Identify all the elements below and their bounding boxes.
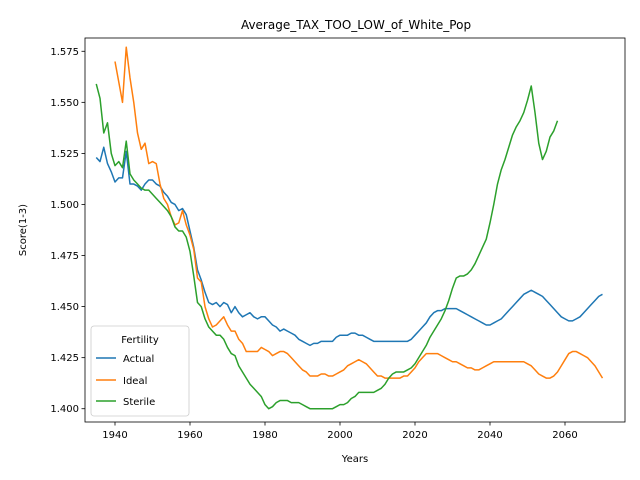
legend-title: Fertility — [121, 335, 159, 346]
y-tick-label: 1.450 — [50, 302, 79, 313]
x-tick-label: 2040 — [477, 430, 502, 441]
legend-label-ideal: Ideal — [123, 376, 147, 387]
x-tick-label: 1940 — [102, 430, 127, 441]
legend-label-actual: Actual — [123, 354, 154, 365]
x-tick-label: 2060 — [552, 430, 577, 441]
x-tick-label: 1980 — [252, 430, 277, 441]
plot-area-frame — [84, 37, 626, 423]
x-axis: 1940 1960 1980 2000 2020 2040 2060 — [102, 422, 578, 441]
series-layer — [95, 46, 604, 410]
y-axis: 1.400 1.425 1.450 1.475 1.500 1.525 1.550 1.575 — [50, 47, 85, 415]
x-tick-label: 2000 — [327, 430, 352, 441]
chart-title: Average_TAX_TOO_LOW_of_White_Pop — [241, 18, 471, 32]
y-axis-label: Score(1-3) — [18, 204, 29, 256]
y-tick-label: 1.525 — [50, 149, 79, 160]
y-tick-label: 1.550 — [50, 98, 79, 109]
series-line-actual — [95, 146, 603, 347]
series-line-ideal — [114, 46, 604, 379]
y-tick-label: 1.575 — [50, 47, 79, 58]
y-tick-label: 1.475 — [50, 251, 79, 262]
legend-label-sterile: Sterile — [123, 397, 155, 408]
legend-box — [90, 325, 190, 417]
x-axis-label: Years — [341, 454, 368, 465]
series-line-sterile — [95, 83, 559, 410]
legend: Fertility Actual Ideal Sterile — [90, 325, 190, 417]
x-tick-label: 1960 — [177, 430, 202, 441]
x-tick-label: 2020 — [402, 430, 427, 441]
y-tick-label: 1.400 — [50, 404, 79, 415]
y-tick-label: 1.425 — [50, 353, 79, 364]
y-tick-label: 1.500 — [50, 200, 79, 211]
